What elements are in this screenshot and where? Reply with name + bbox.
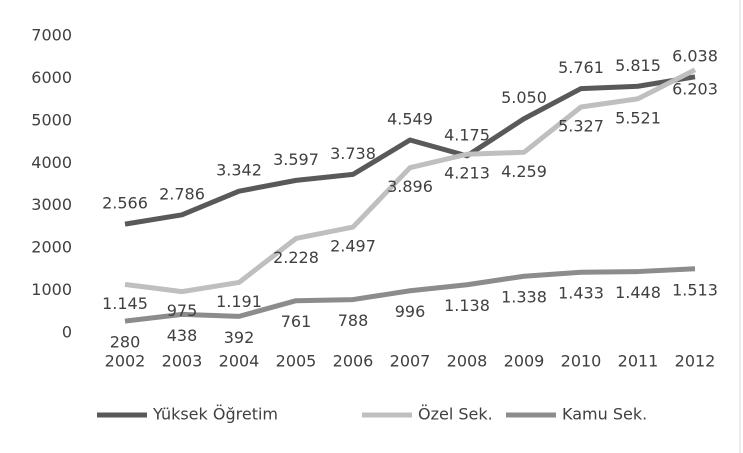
data-label: 1.191 — [216, 292, 262, 311]
data-label: 1.448 — [615, 283, 661, 302]
x-tick-label: 2002 — [105, 352, 146, 371]
x-tick-label: 2009 — [504, 352, 545, 371]
legend-label: Özel Sek. — [418, 405, 493, 424]
data-label: 4.213 — [444, 164, 490, 183]
data-label: 1.145 — [102, 294, 148, 313]
data-label: 2.228 — [273, 248, 319, 267]
x-tick-label: 2005 — [276, 352, 317, 371]
y-tick-label: 3000 — [31, 195, 72, 214]
data-label: 2.786 — [159, 184, 205, 203]
data-label: 438 — [167, 326, 198, 345]
data-label: 975 — [167, 301, 198, 320]
data-label: 4.259 — [501, 162, 547, 181]
y-tick-label: 2000 — [31, 238, 72, 257]
data-label: 2.497 — [330, 237, 376, 256]
x-tick-label: 2006 — [333, 352, 374, 371]
y-tick-label: 7000 — [31, 26, 72, 45]
x-tick-label: 2004 — [219, 352, 260, 371]
data-label: 4.549 — [387, 109, 433, 128]
y-tick-label: 6000 — [31, 68, 72, 87]
y-tick-label: 0 — [62, 323, 72, 342]
data-label: 5.761 — [558, 58, 604, 77]
y-tick-label: 4000 — [31, 153, 72, 172]
data-label: 5.815 — [615, 56, 661, 75]
data-label: 5.327 — [558, 116, 604, 135]
data-label: 3.342 — [216, 161, 262, 180]
series-line — [124, 266, 696, 324]
x-tick-label: 2011 — [618, 352, 659, 371]
x-tick-label: 2003 — [162, 352, 203, 371]
data-label: 996 — [395, 302, 426, 321]
x-tick-label: 2012 — [675, 352, 716, 371]
data-label: 280 — [110, 333, 141, 352]
data-label: 3.597 — [273, 150, 319, 169]
data-label: 392 — [224, 328, 255, 347]
data-label: 3.896 — [387, 177, 433, 196]
data-label: 2.566 — [102, 194, 148, 213]
data-label: 1.338 — [501, 288, 547, 307]
legend-label: Yüksek Öğretim — [152, 405, 278, 424]
data-label: 1.433 — [558, 284, 604, 303]
data-label: 5.521 — [615, 108, 661, 127]
data-label: 6.038 — [672, 46, 718, 65]
series-line — [124, 74, 696, 227]
data-label: 788 — [338, 311, 369, 330]
x-tick-label: 2007 — [390, 352, 431, 371]
data-label: 6.203 — [672, 79, 718, 98]
data-label: 4.175 — [444, 125, 490, 144]
y-tick-label: 5000 — [31, 110, 72, 129]
x-tick-label: 2010 — [561, 352, 602, 371]
series-line — [124, 67, 697, 295]
legend-label: Kamu Sek. — [562, 405, 647, 424]
data-label: 1.138 — [444, 296, 490, 315]
data-label: 1.513 — [672, 280, 718, 299]
data-label: 5.050 — [501, 88, 547, 107]
y-tick-label: 1000 — [31, 280, 72, 299]
data-label: 3.738 — [330, 144, 376, 163]
data-label: 761 — [281, 312, 312, 331]
x-tick-label: 2008 — [447, 352, 488, 371]
